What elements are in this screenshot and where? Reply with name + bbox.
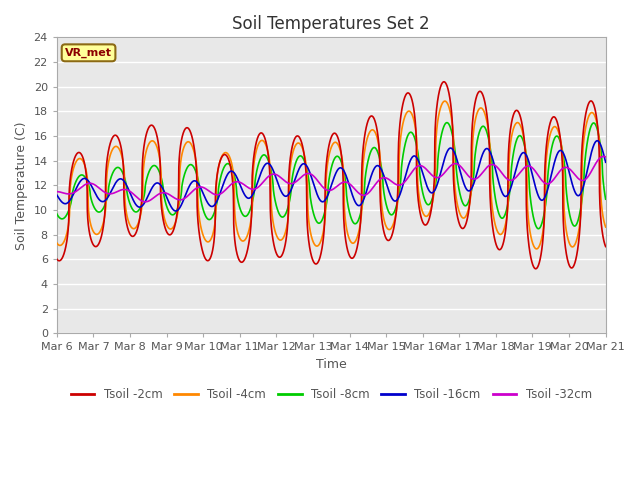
Y-axis label: Soil Temperature (C): Soil Temperature (C): [15, 121, 28, 250]
Title: Soil Temperatures Set 2: Soil Temperatures Set 2: [232, 15, 430, 33]
Legend: Tsoil -2cm, Tsoil -4cm, Tsoil -8cm, Tsoil -16cm, Tsoil -32cm: Tsoil -2cm, Tsoil -4cm, Tsoil -8cm, Tsoi…: [66, 384, 596, 406]
Text: VR_met: VR_met: [65, 48, 112, 58]
X-axis label: Time: Time: [316, 358, 347, 371]
